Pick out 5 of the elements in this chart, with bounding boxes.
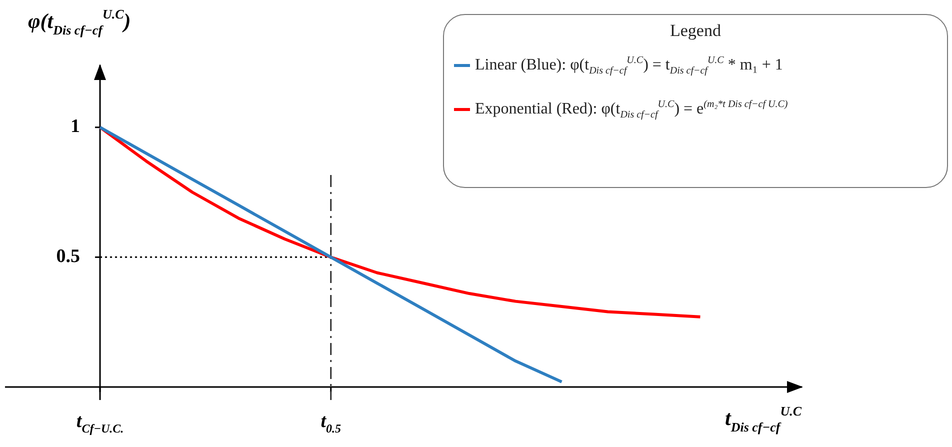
legend-label: Linear (Blue): φ(t$_{Dis cf−cf}$$^{U.C}$) = t$_{Dis cf−cf}$$^{U.C}$ * m₁ + 1	[475, 55, 783, 77]
y-tick-label: 1	[70, 116, 80, 138]
y-tick-label: 0.5	[56, 246, 80, 268]
legend-label: Exponential (Red): φ(t$_{Dis cf−cf}$$^{U.C}$) = e$^{(m₂*t Dis cf−cf U.C)}$	[475, 98, 788, 120]
legend-title: Legend	[669, 21, 722, 41]
